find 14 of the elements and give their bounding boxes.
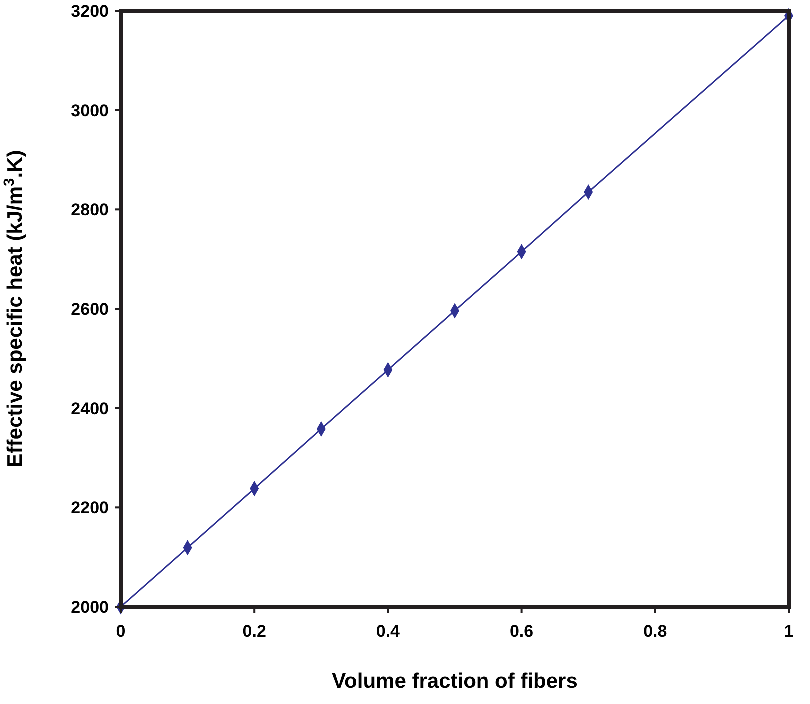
x-tick-label: 1 [784, 622, 794, 641]
x-tick-label: 0.2 [242, 622, 266, 641]
x-tick-label: 0.6 [510, 622, 534, 641]
y-tick-label: 2400 [71, 399, 109, 418]
x-axis-title: Volume fraction of fibers [332, 670, 578, 693]
y-tick-label: 3000 [71, 101, 109, 120]
y-tick-label: 2200 [71, 498, 109, 518]
x-tick-label: 0.8 [644, 622, 668, 641]
y-tick-label: 2800 [71, 200, 109, 220]
x-tick-label: 0.4 [376, 622, 401, 641]
y-tick-label: 3200 [71, 2, 109, 21]
y-tick-label: 2600 [71, 300, 109, 319]
x-tick-label: 0 [116, 622, 126, 641]
y-tick-label: 2000 [71, 598, 109, 617]
